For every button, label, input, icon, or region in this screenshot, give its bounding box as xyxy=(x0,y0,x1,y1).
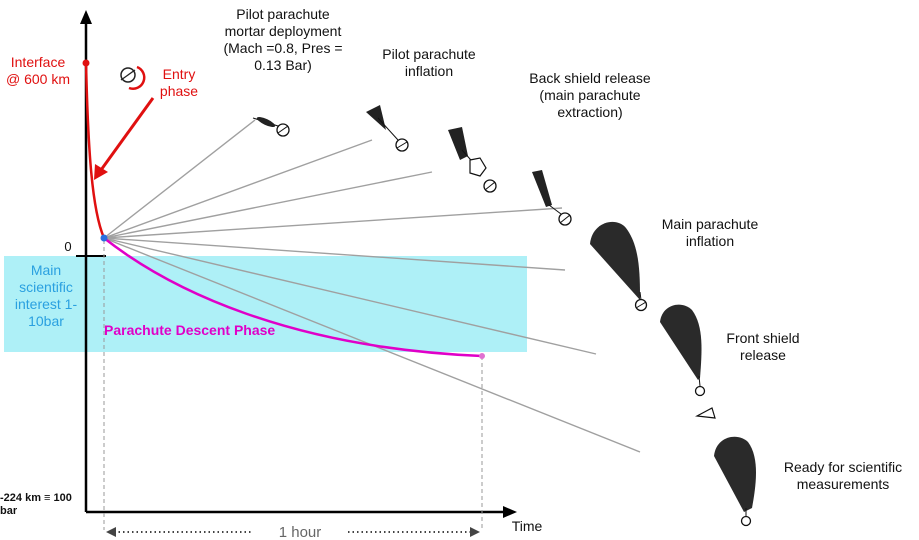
front-shield-label: Front shield release xyxy=(726,330,800,363)
entry-arrow-head xyxy=(94,164,108,180)
front-shield-release-icon xyxy=(660,304,716,419)
ready-parachute-icon xyxy=(714,436,756,527)
entry-arrow xyxy=(99,97,155,171)
end-point xyxy=(479,353,485,359)
entry-phase-label: Entry phase xyxy=(159,66,199,99)
entry-curve xyxy=(84,61,106,239)
mortar-deployment-label: Pilot parachute mortar deployment (Mach … xyxy=(223,6,343,73)
descent-phase-label: Parachute Descent Phase xyxy=(104,322,276,338)
ray xyxy=(103,207,563,239)
descent-curve xyxy=(103,237,483,358)
ray xyxy=(103,119,256,239)
ready-label: Ready for scientific measurements xyxy=(783,459,903,492)
back-shield-release-icon xyxy=(448,127,497,193)
y-axis-arrow xyxy=(80,10,92,24)
pilot-inflation-label: Pilot parachute inflation xyxy=(382,46,476,79)
interface-point xyxy=(82,59,90,67)
back-shield-label: Back shield release (main parachute extr… xyxy=(529,70,651,120)
y-zero-label: 0 xyxy=(64,239,72,254)
interface-label: Interface @ 600 km xyxy=(5,54,70,87)
main-inflation-label: Main parachute inflation xyxy=(661,216,759,249)
time-axis-label: Time xyxy=(511,518,543,534)
duration-arrow-left-head xyxy=(106,527,116,537)
science-band-label: Main scientific interest 1-10bar xyxy=(14,262,78,329)
ray xyxy=(103,139,373,239)
duration-label: 1 hour xyxy=(252,524,348,540)
pilot-chute-icon xyxy=(366,105,409,152)
main-chute-extraction-icon xyxy=(532,170,572,226)
ray xyxy=(103,237,566,271)
ray xyxy=(103,171,433,239)
mortar-deploy-icon xyxy=(252,116,290,137)
main-parachute-icon xyxy=(590,221,648,312)
depth-label: -224 km ≡ 100 bar xyxy=(0,492,72,517)
duration-arrow-right-head xyxy=(470,527,480,537)
x-axis-arrow xyxy=(503,506,517,518)
ray xyxy=(103,237,597,355)
entry-capsule-icon xyxy=(120,65,146,90)
science-band xyxy=(4,256,527,352)
deploy-point xyxy=(100,234,108,242)
